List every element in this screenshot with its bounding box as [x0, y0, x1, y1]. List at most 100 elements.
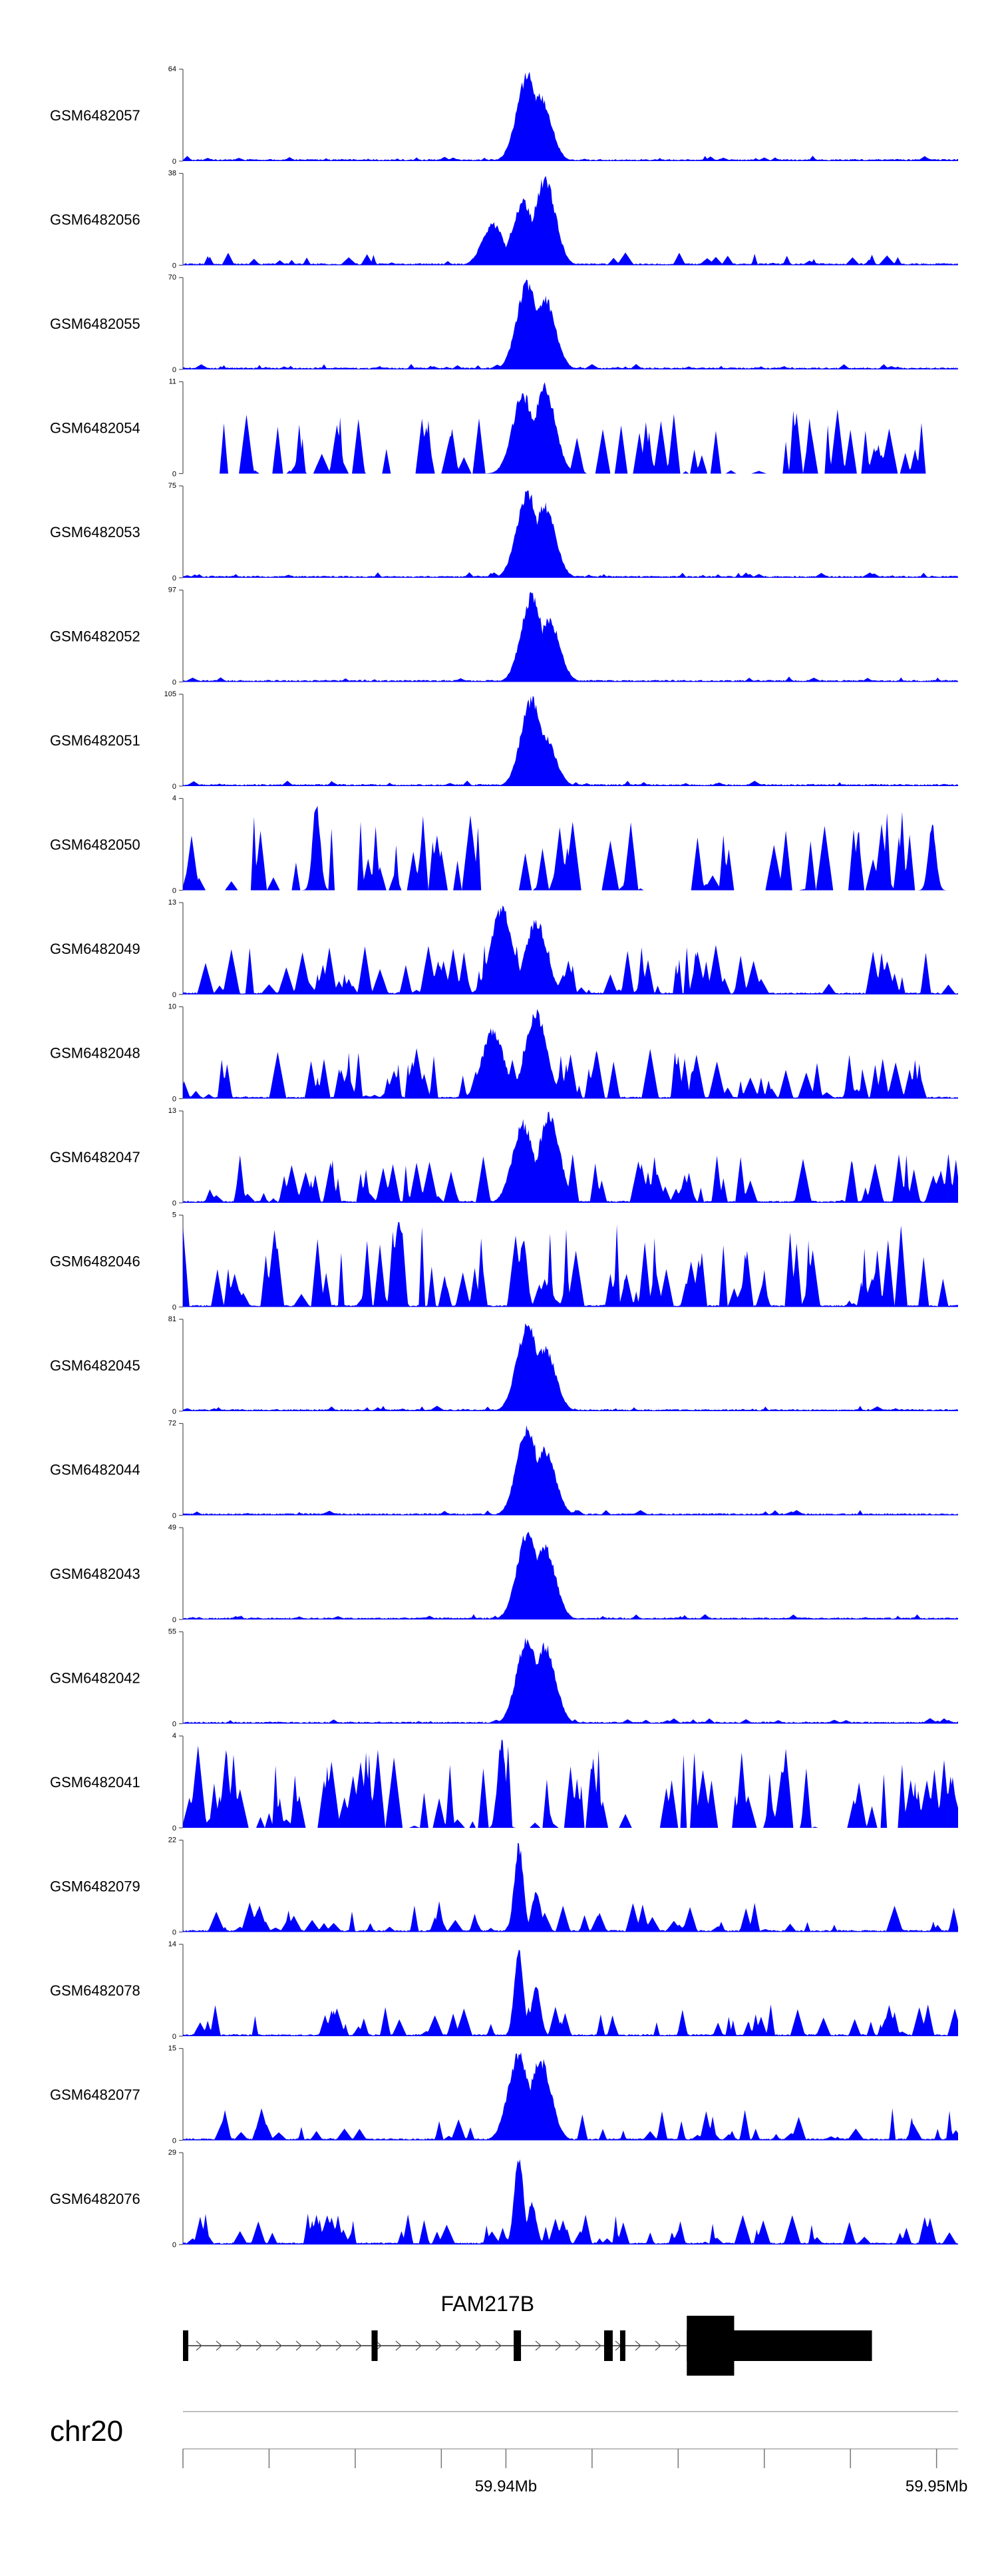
- track-label: GSM6482046: [50, 1253, 140, 1270]
- y-max-label: 38: [168, 170, 176, 178]
- y-min-label: 0: [172, 158, 176, 166]
- track-GSM6482050: GSM6482050 4 0: [50, 795, 958, 895]
- axis-ticks: 59.94Mb 59.95Mb: [182, 2411, 967, 2495]
- signal-area: [183, 1425, 958, 1516]
- y-max-label: 81: [168, 1315, 176, 1323]
- track-label: GSM6482044: [50, 1462, 140, 1478]
- strand-chevron: [275, 2340, 282, 2351]
- signal-area: [183, 1637, 958, 1724]
- strand-chevron: [216, 2340, 222, 2351]
- chromosome-label: chr20: [50, 2415, 123, 2448]
- track-GSM6482052: GSM6482052 97 0: [50, 586, 958, 687]
- track-GSM6482044: GSM6482044 72 0: [50, 1420, 958, 1520]
- track-label: GSM6482043: [50, 1566, 140, 1582]
- strand-chevron: [355, 2340, 362, 2351]
- utr-3prime: [734, 2330, 872, 2361]
- gene-model: [183, 2316, 872, 2376]
- exon: [619, 2330, 625, 2361]
- axis-tick-label: 59.94Mb: [475, 2477, 537, 2495]
- y-max-label: 29: [168, 2149, 176, 2157]
- y-min-label: 0: [172, 1929, 176, 1937]
- signal-area: [183, 382, 958, 474]
- track-label: GSM6482055: [50, 316, 140, 332]
- y-min-label: 0: [172, 366, 176, 374]
- track-GSM6482041: GSM6482041 4 0: [50, 1732, 958, 1832]
- y-min-label: 0: [172, 471, 176, 479]
- signal-area: [183, 1739, 958, 1828]
- signal-area: [183, 176, 958, 266]
- signal-area: [183, 905, 958, 994]
- track-label: GSM6482057: [50, 107, 140, 124]
- y-min-label: 0: [172, 1825, 176, 1832]
- strand-chevron: [315, 2340, 322, 2351]
- signal-tracks: GSM6482057640GSM6482056380GSM6482055700G…: [50, 65, 958, 2249]
- strand-chevron: [255, 2340, 262, 2351]
- y-max-label: 13: [168, 1107, 176, 1115]
- y-max-label: 5: [172, 1211, 176, 1219]
- track-GSM6482056: GSM6482056 38 0: [50, 170, 958, 270]
- strand-chevron: [675, 2340, 681, 2351]
- y-max-label: 55: [168, 1628, 176, 1636]
- signal-area: [183, 490, 958, 578]
- track-label: GSM6482076: [50, 2191, 140, 2207]
- genome-axis: chr20 59.94Mb 59.95Mb: [50, 2411, 967, 2495]
- y-max-label: 70: [168, 274, 176, 282]
- y-max-label: 72: [168, 1420, 176, 1428]
- y-max-label: 49: [168, 1524, 176, 1532]
- track-label: GSM6482054: [50, 420, 140, 437]
- signal-area: [183, 696, 958, 786]
- y-min-label: 0: [172, 1199, 176, 1207]
- exon: [183, 2330, 188, 2361]
- track-label: GSM6482056: [50, 212, 140, 228]
- y-min-label: 0: [172, 991, 176, 999]
- y-min-label: 0: [172, 1616, 176, 1624]
- strand-chevron: [555, 2340, 562, 2351]
- strand-chevron: [395, 2340, 402, 2351]
- exon: [371, 2330, 378, 2361]
- strand-chevron: [335, 2340, 342, 2351]
- strand-chevron: [655, 2340, 661, 2351]
- strand-chevron: [635, 2340, 641, 2351]
- y-max-label: 10: [168, 1003, 176, 1011]
- strand-chevron: [455, 2340, 462, 2351]
- track-GSM6482048: GSM6482048 10 0: [50, 1003, 958, 1104]
- track-GSM6482043: GSM6482043 49 0: [50, 1524, 958, 1624]
- y-max-label: 14: [168, 1940, 176, 1948]
- signal-area: [183, 1221, 958, 1307]
- signal-area: [183, 1532, 958, 1619]
- track-GSM6482054: GSM6482054 11 0: [50, 378, 958, 479]
- track-GSM6482046: GSM6482046 5 0: [50, 1211, 958, 1312]
- strand-chevron: [435, 2340, 442, 2351]
- track-label: GSM6482051: [50, 732, 140, 749]
- y-min-label: 0: [172, 1304, 176, 1312]
- y-min-label: 0: [172, 783, 176, 791]
- y-min-label: 0: [172, 1096, 176, 1104]
- signal-area: [183, 1323, 958, 1411]
- track-label: GSM6482047: [50, 1149, 140, 1166]
- track-GSM6482047: GSM6482047 13 0: [50, 1107, 958, 1207]
- y-max-label: 22: [168, 1836, 176, 1844]
- track-label: GSM6482077: [50, 2087, 140, 2103]
- track-label: GSM6482042: [50, 1670, 140, 1687]
- signal-area: [183, 805, 958, 891]
- track-label: GSM6482045: [50, 1357, 140, 1374]
- track-GSM6482042: GSM6482042 55 0: [50, 1628, 958, 1729]
- y-max-label: 4: [172, 795, 176, 803]
- y-max-label: 11: [169, 378, 176, 386]
- strand-chevron: [415, 2340, 422, 2351]
- track-label: GSM6482079: [50, 1878, 140, 1895]
- strand-chevron: [575, 2340, 582, 2351]
- track-GSM6482078: GSM6482078 14 0: [50, 1940, 958, 2041]
- strand-chevron: [475, 2340, 482, 2351]
- track-label: GSM6482078: [50, 1982, 140, 1999]
- strand-chevron: [595, 2340, 601, 2351]
- y-min-label: 0: [172, 679, 176, 687]
- y-min-label: 0: [172, 1408, 176, 1416]
- track-label: GSM6482041: [50, 1774, 140, 1791]
- axis-tick-label: 59.95Mb: [906, 2477, 967, 2495]
- strand-chevron: [295, 2340, 302, 2351]
- signal-area: [183, 2159, 958, 2245]
- y-max-label: 15: [168, 2045, 176, 2053]
- track-label: GSM6482052: [50, 628, 140, 645]
